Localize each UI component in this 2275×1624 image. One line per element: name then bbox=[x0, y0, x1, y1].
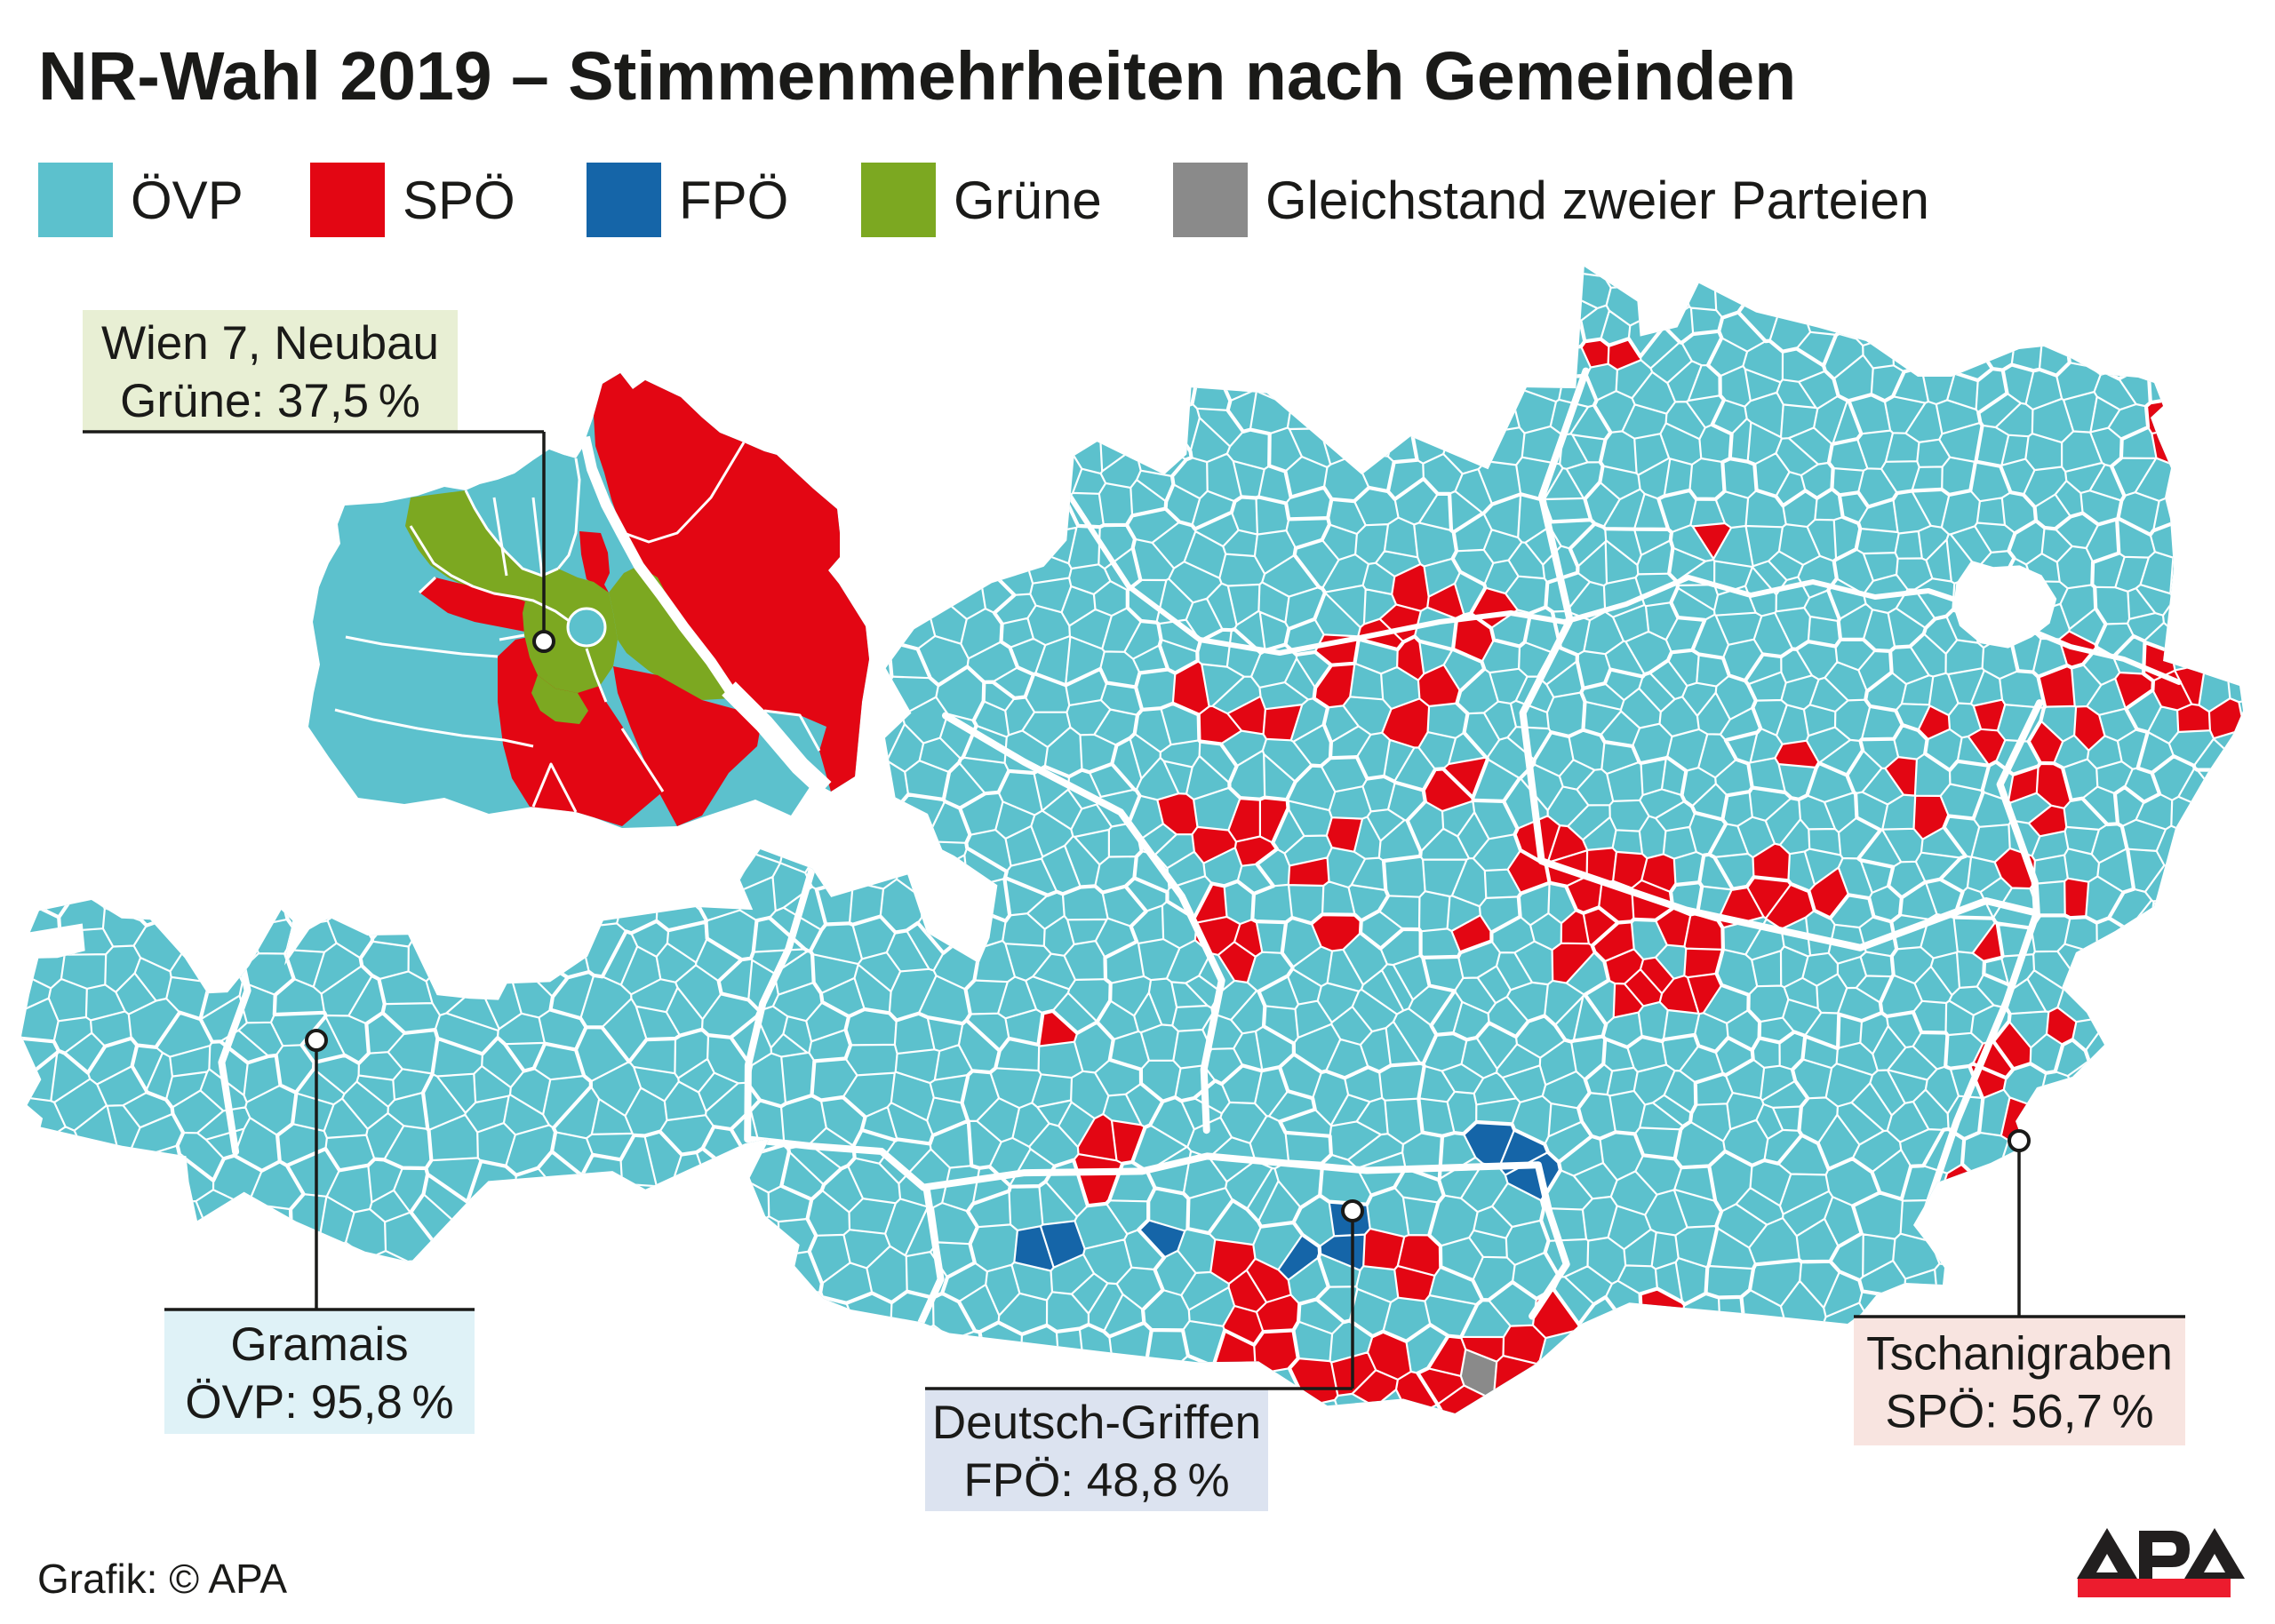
svg-text:Tschanigraben: Tschanigraben bbox=[1866, 1328, 2173, 1381]
svg-text:Wien 7, Neubau: Wien 7, Neubau bbox=[101, 317, 439, 370]
svg-text:FPÖ: 48,8 %: FPÖ: 48,8 % bbox=[963, 1454, 1229, 1507]
svg-text:Grüne: 37,5 %: Grüne: 37,5 % bbox=[120, 375, 420, 427]
svg-text:ÖVP: 95,8 %: ÖVP: 95,8 % bbox=[185, 1376, 453, 1429]
svg-text:SPÖ: 56,7 %: SPÖ: 56,7 % bbox=[1885, 1386, 2153, 1438]
svg-text:Gramais: Gramais bbox=[230, 1318, 408, 1371]
svg-text:Deutsch-Griffen: Deutsch-Griffen bbox=[932, 1397, 1261, 1449]
